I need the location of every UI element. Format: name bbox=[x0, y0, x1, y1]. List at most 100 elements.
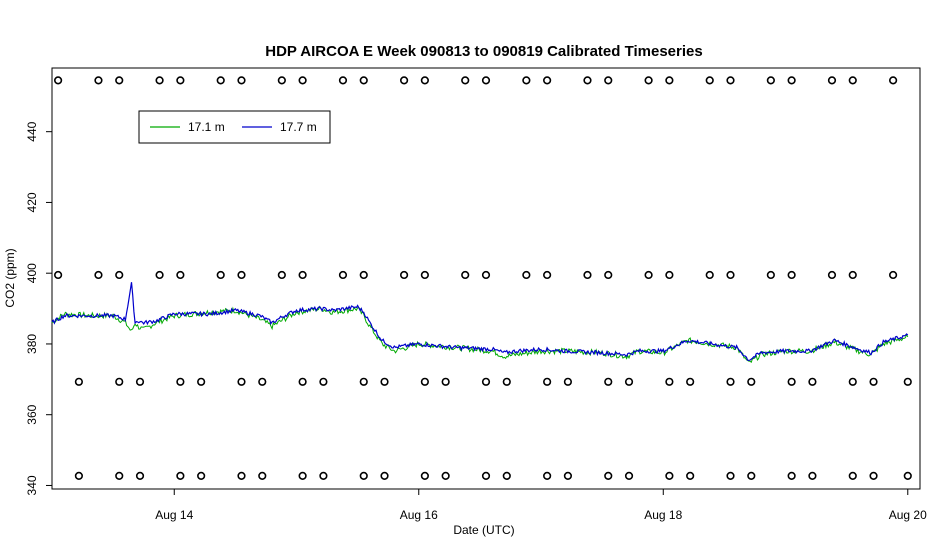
reference-point-0-0 bbox=[54, 76, 63, 85]
reference-point-1-21 bbox=[522, 270, 531, 280]
reference-point-2-18 bbox=[359, 377, 368, 386]
reference-point-0-6 bbox=[420, 76, 429, 85]
reference-point-1-13 bbox=[848, 270, 857, 280]
reference-point-3-15 bbox=[176, 471, 185, 481]
reference-point-1-18 bbox=[338, 270, 348, 280]
reference-point-3-19 bbox=[420, 471, 429, 481]
reference-point-2-27 bbox=[903, 377, 912, 386]
series-layer bbox=[51, 282, 909, 364]
reference-point-0-18 bbox=[338, 76, 348, 85]
reference-point-0-26 bbox=[827, 76, 837, 85]
reference-point-1-0 bbox=[54, 270, 63, 280]
y-tick-label-360: 360 bbox=[25, 404, 39, 424]
reference-point-1-24 bbox=[705, 270, 714, 280]
reference-point-0-11 bbox=[726, 76, 735, 85]
reference-point-2-20 bbox=[481, 377, 491, 386]
reference-point-1-20 bbox=[461, 270, 470, 280]
reference-point-3-0 bbox=[74, 471, 83, 481]
x-tick-label-20: Aug 20 bbox=[889, 508, 927, 522]
reference-point-2-26 bbox=[848, 377, 857, 386]
reference-point-1-26 bbox=[827, 270, 837, 280]
reference-point-3-6 bbox=[441, 471, 450, 481]
reference-point-0-20 bbox=[461, 76, 470, 85]
reference-point-1-15 bbox=[155, 270, 164, 280]
y-axis: 340 360 380 400 420 440 bbox=[25, 121, 52, 495]
reference-point-1-6 bbox=[420, 270, 429, 280]
reference-point-3-18 bbox=[359, 471, 368, 481]
y-tick-label-380: 380 bbox=[25, 334, 39, 354]
chart-title: HDP AIRCOA E Week 090813 to 090819 Calib… bbox=[265, 43, 702, 60]
reference-point-2-16 bbox=[237, 377, 246, 386]
y-tick-label-440: 440 bbox=[25, 121, 39, 141]
reference-point-1-27 bbox=[889, 270, 898, 280]
reference-point-3-21 bbox=[543, 471, 552, 481]
reference-point-3-26 bbox=[848, 471, 857, 481]
reference-point-2-24 bbox=[726, 377, 735, 386]
series-line-17-1-m bbox=[51, 305, 909, 364]
legend: 17.1 m 17.7 m bbox=[138, 110, 331, 144]
reference-point-0-15 bbox=[155, 76, 164, 85]
reference-point-1-14 bbox=[94, 270, 103, 280]
reference-point-0-7 bbox=[481, 76, 491, 85]
reference-point-1-11 bbox=[726, 270, 735, 280]
reference-point-3-22 bbox=[604, 471, 613, 481]
reference-point-2-9 bbox=[624, 377, 634, 386]
legend-label-17-1m: 17.1 m bbox=[188, 120, 225, 134]
reference-point-0-9 bbox=[604, 76, 613, 85]
reference-point-1-16 bbox=[216, 270, 225, 280]
reference-point-3-2 bbox=[197, 471, 206, 481]
y-tick-label-340: 340 bbox=[25, 475, 39, 495]
reference-point-0-4 bbox=[298, 76, 307, 85]
reference-point-0-3 bbox=[237, 76, 246, 85]
reference-point-3-23 bbox=[665, 471, 674, 481]
reference-point-2-15 bbox=[176, 377, 185, 386]
reference-point-2-23 bbox=[665, 377, 674, 386]
reference-point-1-2 bbox=[176, 270, 185, 280]
reference-point-2-4 bbox=[319, 377, 328, 386]
x-tick-label-16: Aug 16 bbox=[400, 508, 438, 522]
reference-point-2-17 bbox=[298, 377, 307, 386]
reference-point-3-20 bbox=[481, 471, 491, 481]
reference-point-0-13 bbox=[848, 76, 857, 85]
reference-point-3-14 bbox=[115, 471, 124, 481]
reference-point-2-5 bbox=[380, 377, 389, 386]
reference-point-1-22 bbox=[583, 270, 592, 280]
reference-point-2-2 bbox=[197, 377, 206, 386]
reference-point-1-17 bbox=[277, 270, 286, 280]
reference-point-0-24 bbox=[705, 76, 714, 85]
reference-point-2-7 bbox=[502, 377, 511, 386]
reference-point-2-12 bbox=[808, 377, 817, 386]
reference-point-2-19 bbox=[420, 377, 429, 386]
reference-point-1-23 bbox=[644, 270, 653, 280]
reference-point-0-25 bbox=[766, 76, 775, 85]
reference-point-0-23 bbox=[644, 76, 653, 85]
reference-point-0-16 bbox=[216, 76, 225, 85]
x-axis: Aug 14 Aug 16 Aug 18 Aug 20 bbox=[155, 488, 927, 522]
reference-point-0-17 bbox=[277, 76, 286, 85]
x-tick-label-18: Aug 18 bbox=[644, 508, 682, 522]
reference-point-1-7 bbox=[481, 270, 491, 280]
reference-point-0-2 bbox=[176, 76, 185, 85]
x-axis-label: Date (UTC) bbox=[453, 523, 514, 537]
reference-point-3-10 bbox=[686, 471, 695, 481]
reference-point-0-10 bbox=[665, 76, 674, 85]
reference-point-0-5 bbox=[359, 76, 368, 85]
reference-point-0-1 bbox=[115, 76, 124, 85]
reference-point-2-14 bbox=[115, 377, 124, 386]
reference-point-3-8 bbox=[563, 471, 573, 481]
reference-point-3-7 bbox=[502, 471, 511, 481]
reference-point-1-8 bbox=[543, 270, 552, 280]
reference-point-1-1 bbox=[115, 270, 124, 280]
reference-point-3-12 bbox=[808, 471, 817, 481]
reference-point-1-25 bbox=[766, 270, 775, 280]
reference-point-3-13 bbox=[869, 471, 878, 481]
series-line-17-7-m bbox=[51, 282, 909, 362]
reference-point-0-14 bbox=[94, 76, 103, 85]
reference-point-0-21 bbox=[522, 76, 531, 85]
reference-point-0-12 bbox=[787, 76, 796, 85]
reference-point-1-4 bbox=[298, 270, 307, 280]
y-tick-label-400: 400 bbox=[25, 263, 39, 283]
reference-point-3-24 bbox=[726, 471, 735, 481]
reference-point-0-19 bbox=[399, 76, 409, 85]
